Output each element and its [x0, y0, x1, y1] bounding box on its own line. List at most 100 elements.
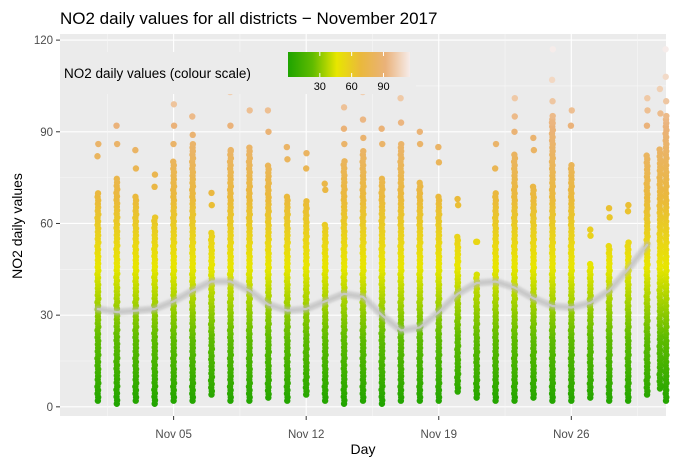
data-point [587, 226, 594, 233]
data-point [359, 116, 367, 123]
data-point [656, 146, 663, 153]
colour-scale-legend: NO2 daily values (colour scale) 30 60 90 [60, 52, 416, 94]
data-point [170, 101, 178, 108]
data-point [208, 229, 215, 237]
data-point [227, 146, 234, 154]
data-point [454, 233, 461, 241]
data-point [511, 113, 518, 120]
data-point [587, 232, 594, 239]
data-point [416, 140, 424, 148]
data-point [567, 122, 575, 129]
data-point [321, 180, 328, 187]
data-point [473, 271, 481, 278]
data-point [360, 147, 367, 155]
data-point [340, 104, 348, 111]
legend-tick-label: 60 [346, 81, 358, 93]
data-point [265, 128, 272, 135]
data-point [189, 140, 197, 148]
data-point [151, 183, 158, 190]
data-point [132, 165, 140, 172]
data-point [511, 151, 518, 158]
data-point [454, 201, 462, 209]
data-point [246, 107, 253, 114]
data-point [283, 193, 291, 201]
colour-scale-ticks: 30 60 90 [314, 52, 390, 93]
data-point [549, 98, 556, 105]
data-point [303, 149, 310, 157]
x-axis-title: Day [351, 441, 376, 457]
data-point [321, 221, 329, 229]
data-point [341, 140, 348, 148]
data-point [644, 94, 651, 102]
data-point [94, 190, 102, 197]
data-point [663, 112, 670, 120]
data-point [379, 140, 386, 148]
data-point [548, 76, 556, 84]
x-tick-label: Nov 26 [553, 429, 589, 441]
data-point [227, 122, 234, 129]
data-point [113, 122, 120, 129]
data-point [208, 189, 215, 197]
data-point [492, 190, 499, 197]
data-point [606, 214, 613, 221]
y-axis-title: NO2 daily values [9, 173, 25, 279]
data-point [549, 46, 557, 53]
data-point [170, 158, 177, 165]
data-point [322, 186, 329, 194]
legend-tick-label: 90 [377, 81, 389, 93]
legend-tick-label: 30 [314, 81, 326, 93]
data-point [530, 146, 538, 154]
data-point [246, 144, 253, 151]
data-point [548, 119, 556, 126]
legend-title: NO2 daily values (colour scale) [64, 66, 251, 81]
data-point [529, 183, 537, 190]
data-point [586, 260, 594, 268]
colour-scale-bar [288, 52, 410, 77]
data-point [94, 153, 101, 160]
data-point [643, 152, 650, 159]
x-tick-label: Nov 12 [288, 429, 324, 441]
data-point [416, 128, 424, 135]
chart-title: NO2 daily values for all districts − Nov… [60, 9, 437, 28]
data-point [435, 159, 443, 166]
data-point [284, 156, 291, 163]
data-point [568, 162, 575, 169]
trend-line-center [96, 243, 649, 332]
data-point [132, 193, 139, 201]
data-point [132, 146, 139, 154]
x-tick-label: Nov 19 [421, 429, 457, 441]
data-point [662, 73, 669, 80]
data-point [549, 112, 556, 120]
data-point [416, 179, 423, 187]
data-point [113, 140, 121, 148]
data-point [113, 175, 121, 183]
data-point [378, 125, 385, 132]
data-point [264, 107, 272, 114]
data-point [644, 107, 651, 114]
data-point [95, 140, 102, 148]
data-point [264, 162, 272, 169]
y-tick-label: 30 [40, 310, 53, 322]
trend-line [94, 241, 651, 334]
x-axis: Nov 05 Nov 12 Nov 19 Nov 26 [155, 416, 590, 441]
data-point [340, 125, 348, 132]
data-point [473, 238, 481, 246]
data-point [605, 242, 612, 250]
data-point [189, 131, 196, 139]
y-tick-label: 120 [34, 35, 53, 47]
data-point [170, 140, 177, 148]
data-point [397, 140, 405, 148]
data-point [511, 94, 519, 102]
data-point [435, 193, 442, 201]
data-point [189, 113, 196, 120]
data-point [568, 107, 575, 114]
data-point [341, 158, 348, 165]
data-point [303, 198, 310, 205]
data-point [302, 165, 310, 172]
data-point [397, 119, 405, 126]
data-point [492, 140, 500, 148]
data-point [454, 195, 461, 203]
data-point [662, 46, 669, 53]
y-tick-label: 0 [47, 402, 53, 414]
